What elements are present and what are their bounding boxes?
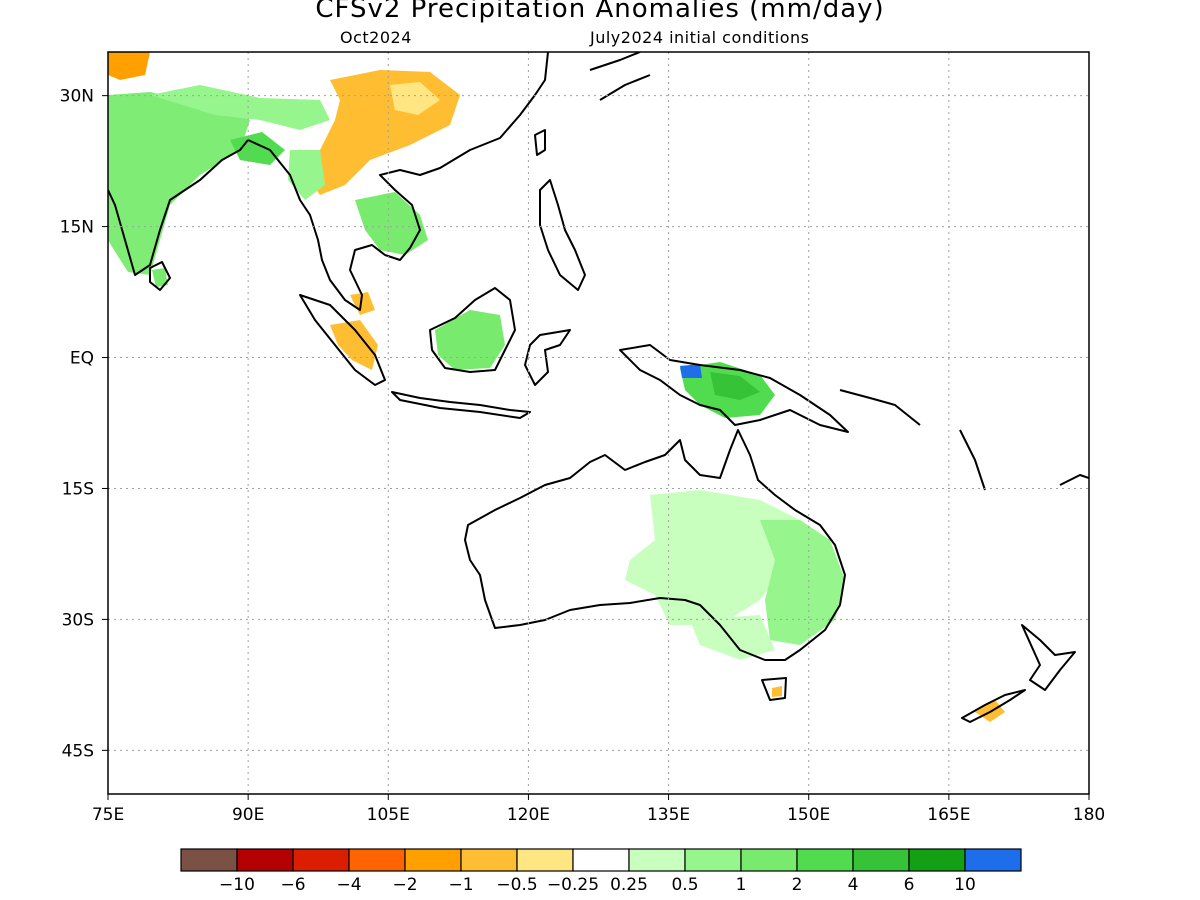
- colorbar-boxes: [180, 848, 1022, 872]
- anomaly-borneo: [435, 310, 505, 370]
- coast-australia: [464, 429, 846, 661]
- colorbar-label-3: −2: [392, 875, 417, 894]
- lat-tick-label-0: 30N: [60, 87, 94, 107]
- coast-philippines: [539, 179, 586, 291]
- colorbar-label-6: −0.25: [547, 875, 599, 894]
- colorbar-box-10: [740, 848, 798, 872]
- colorbar-box-13: [908, 848, 966, 872]
- colorbar-box-8: [628, 848, 686, 872]
- anomaly-tibet: [150, 85, 330, 130]
- colorbar-label-11: 4: [848, 875, 859, 894]
- colorbar-label-5: −0.5: [496, 875, 537, 894]
- initial-conditions-label: July2024 initial conditions: [590, 28, 810, 47]
- coast-new-zealand-south: [961, 689, 1026, 723]
- colorbar-labels: −10 −6 −4 −2 −1 −0.5 −0.25 0.25 0.5 1 2 4 6 10: [219, 875, 976, 894]
- anomaly-south-china-inner: [390, 82, 440, 115]
- lat-tick-label-1: 15N: [60, 218, 94, 238]
- colorbar-box-2: [292, 848, 350, 872]
- anomaly-india-strong: [230, 132, 285, 165]
- colorbar-box-12: [852, 848, 910, 872]
- colorbar-box-0: [180, 848, 238, 872]
- coast-mainland-asia: [247, 52, 549, 311]
- coast-sri-lanka: [149, 261, 171, 291]
- colorbar-label-13: 10: [954, 875, 976, 894]
- colorbar-box-5: [460, 848, 518, 872]
- colorbar-box-1: [236, 848, 294, 872]
- colorbar: −10 −6 −4 −2 −1 −0.5 −0.25 0.25 0.5 1 2 4 6 10: [180, 848, 1022, 894]
- lat-tick-label-5: 45S: [62, 741, 94, 761]
- colorbar-label-10: 2: [792, 875, 803, 894]
- colorbar-box-14: [964, 848, 1022, 872]
- map-background: [108, 52, 1089, 794]
- map-title: CFSv2 Precipitation Anomalies (mm/day): [315, 0, 885, 24]
- colorbar-box-4: [404, 848, 462, 872]
- colorbar-label-4: −1: [448, 875, 473, 894]
- graticule: [108, 52, 1089, 794]
- colorbar-label-7: 0.25: [610, 875, 648, 894]
- coast-japan: [589, 52, 651, 101]
- colorbar-box-3: [348, 848, 406, 872]
- lon-tick-label-1: 90E: [232, 805, 264, 825]
- anomaly-northwest-dry: [108, 52, 150, 80]
- anomaly-indochina: [355, 192, 428, 255]
- anomaly-shading: [108, 52, 1005, 722]
- coast-new-guinea: [619, 344, 849, 433]
- anomaly-india: [108, 92, 250, 275]
- colorbar-label-9: 1: [736, 875, 747, 894]
- valid-month-label: Oct2024: [340, 28, 412, 47]
- coast-new-zealand-north: [1021, 624, 1076, 691]
- lon-tick-label-5: 150E: [787, 805, 830, 825]
- colorbar-label-0: −10: [219, 875, 255, 894]
- coast-solomons: [839, 389, 921, 426]
- colorbar-label-2: −4: [336, 875, 361, 894]
- lat-tick-label-3: 15S: [62, 479, 94, 499]
- anomaly-new-guinea-blue: [680, 364, 702, 378]
- colorbar-box-6: [516, 848, 574, 872]
- anomaly-australia-east: [760, 520, 845, 645]
- coast-sumatra: [299, 294, 386, 386]
- axis-ticks: 75E 90E 105E 120E 135E 150E 165E 180 30N 15N EQ 15S…: [60, 87, 1106, 825]
- coast-india: [108, 139, 249, 276]
- anomaly-australia-interior: [625, 490, 800, 625]
- coastlines: [108, 52, 1089, 723]
- anomaly-australia-south: [690, 615, 775, 660]
- coast-taiwan: [534, 129, 546, 156]
- map-frame: [107, 51, 1090, 795]
- lon-tick-label-3: 120E: [507, 805, 550, 825]
- anomaly-sri-lanka: [152, 268, 168, 287]
- lon-tick-label-0: 75E: [92, 805, 124, 825]
- colorbar-label-12: 6: [904, 875, 915, 894]
- colorbar-label-8: 0.5: [671, 875, 698, 894]
- anomaly-new-guinea-strong: [710, 372, 760, 400]
- coast-vanuatu-fiji: [959, 429, 1089, 491]
- lon-tick-label-6: 165E: [927, 805, 970, 825]
- colorbar-box-9: [684, 848, 742, 872]
- coast-java: [391, 391, 531, 419]
- colorbar-box-11: [796, 848, 854, 872]
- lon-tick-label-4: 135E: [647, 805, 690, 825]
- anomaly-tasmania: [772, 686, 782, 697]
- coast-tasmania: [761, 677, 787, 701]
- lat-tick-label-2: EQ: [70, 349, 94, 369]
- coast-borneo: [429, 287, 516, 373]
- lon-tick-label-7: 180: [1073, 805, 1105, 825]
- colorbar-box-7: [572, 848, 630, 872]
- coast-sulawesi: [524, 329, 571, 386]
- anomaly-malaya: [350, 292, 375, 315]
- lat-tick-label-4: 30S: [62, 610, 94, 630]
- lon-tick-label-2: 105E: [367, 805, 410, 825]
- colorbar-label-1: −6: [280, 875, 305, 894]
- anomaly-myanmar: [288, 150, 325, 200]
